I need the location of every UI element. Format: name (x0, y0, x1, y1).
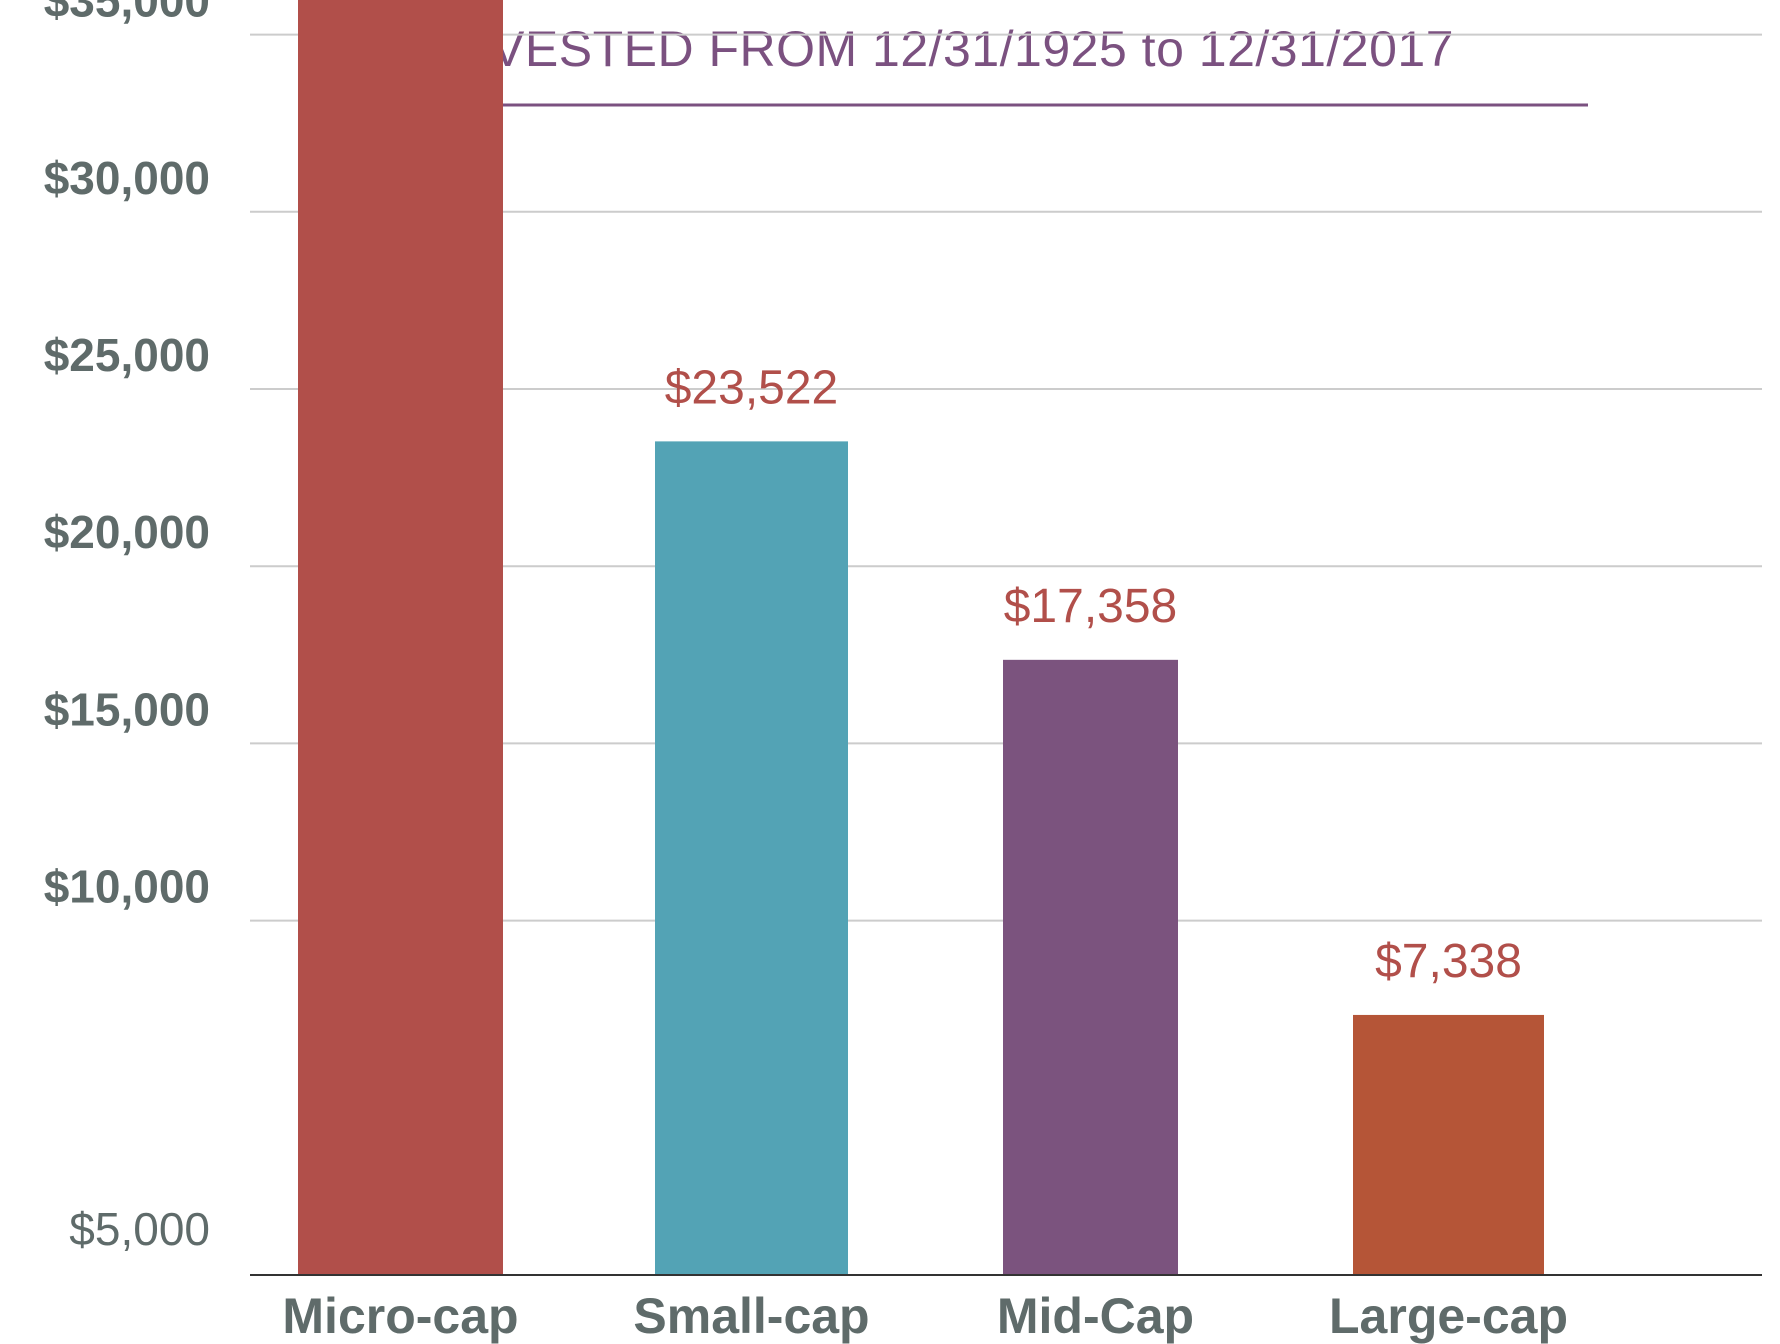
y-tick-label: $30,000 (44, 152, 210, 204)
x-tick-label: Small-cap (633, 1288, 869, 1344)
bar-small-cap (655, 441, 848, 1275)
bar-micro-cap (298, 0, 503, 1276)
data-label: $23,522 (665, 361, 839, 414)
x-axis-ticks: Micro-cap Small-cap Mid-Cap Large-cap (282, 1288, 1568, 1344)
data-label: $17,358 (1004, 580, 1178, 633)
y-tick-label: $15,000 (44, 683, 210, 735)
x-tick-label: Large-cap (1329, 1288, 1568, 1344)
x-tick-label: Micro-cap (282, 1288, 518, 1344)
bars (298, 0, 1544, 1276)
bar-large-cap (1353, 1014, 1544, 1275)
y-tick-label: $20,000 (44, 506, 210, 558)
y-tick-label: $10,000 (44, 861, 210, 913)
y-axis-ticks: $5,000 $10,000 $15,000 $20,000 $25,000 $30,00… (44, 0, 210, 1255)
bar-mid-cap (1003, 659, 1178, 1275)
x-tick-label: Mid-Cap (997, 1288, 1194, 1344)
y-tick-label: $5,000 (69, 1203, 210, 1255)
data-label: $7,338 (1375, 935, 1522, 988)
data-labels: $36,929$23,522$17,358$7,338 (665, 361, 1522, 988)
y-tick-label: $25,000 (44, 329, 210, 381)
y-tick-label: $35,000 (44, 0, 210, 27)
